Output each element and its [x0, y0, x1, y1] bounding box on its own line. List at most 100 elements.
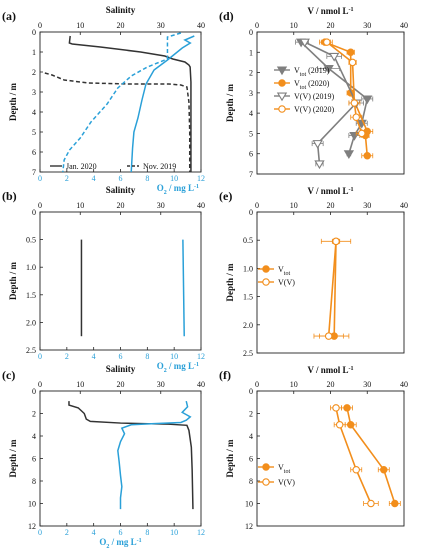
data-point-d-2-1 [329, 52, 340, 62]
series-line-e-1 [327, 241, 337, 337]
data-point-f-1-3 [367, 499, 375, 508]
bottom-tick-label-a-5: 10 [170, 174, 178, 183]
legend-swatch-marker-d-3 [278, 105, 286, 113]
legend-label-a-0: Jan. 2020 [66, 162, 97, 171]
top-tick-label-a-1: 10 [76, 21, 84, 30]
y-tick-label-b-4: 2.0 [26, 318, 36, 327]
y-tick-label-a-5: 5 [32, 128, 36, 137]
profile-line-a-1 [130, 35, 195, 173]
y-tick-label-e-3: 1.5 [243, 293, 253, 302]
top-tick-label-e-3: 30 [363, 201, 371, 210]
data-point-f-0-1 [346, 420, 355, 429]
bottom-tick-label-a-0: 0 [38, 174, 42, 183]
top-tick-label-a-4: 40 [197, 21, 205, 30]
y-tick-label-f-4: 8 [249, 477, 253, 486]
top-tick-label-d-2: 20 [327, 21, 335, 30]
y-axis-title-f: Depth / m [225, 439, 235, 478]
data-point-d-0-2 [362, 95, 373, 105]
data-point-d-0-1 [323, 65, 334, 74]
top-tick-label-b-2: 20 [117, 201, 125, 210]
y-tick-label-a-2: 2 [32, 68, 36, 77]
profile-line-a-2 [44, 72, 191, 172]
data-point-f-1-2 [352, 465, 360, 474]
top-tick-label-b-4: 40 [197, 201, 205, 210]
top-tick-label-d-0: 0 [255, 21, 259, 30]
y-tick-label-c-0: 0 [32, 387, 36, 396]
top-tick-label-f-2: 20 [327, 380, 335, 389]
bottom-tick-label-a-1: 2 [65, 174, 69, 183]
y-tick-label-b-3: 1.5 [26, 291, 36, 300]
top-axis-title-e: V / nmol L-1 [307, 186, 353, 196]
top-tick-label-d-1: 10 [290, 21, 298, 30]
y-tick-label-b-5: 2.5 [26, 346, 36, 355]
data-point-d-3-3 [352, 113, 360, 121]
y-tick-label-a-7: 7 [32, 168, 36, 177]
bottom-tick-label-b-2: 4 [92, 352, 96, 361]
y-tick-label-d-6: 6 [249, 150, 253, 159]
top-tick-label-d-4: 40 [400, 21, 408, 30]
data-point-e-1-1 [324, 332, 333, 340]
y-tick-label-f-6: 12 [245, 522, 253, 531]
y-tick-label-f-0: 0 [249, 387, 253, 396]
profile-line-b-1 [182, 239, 185, 337]
bottom-axis-title-b: O2 / mg L-1 [157, 361, 199, 374]
top-axis-title-a: Salinity [106, 5, 136, 15]
y-tick-label-a-4: 4 [32, 108, 36, 117]
legend-label-d-0: Vtot (2019) [294, 66, 330, 78]
y-tick-label-b-0: 0 [32, 208, 36, 217]
y-tick-label-e-2: 1.0 [243, 264, 253, 273]
y-axis-title-b: Depth / m [8, 261, 18, 300]
profile-line-c-1 [117, 400, 192, 510]
top-tick-label-f-4: 40 [400, 380, 408, 389]
legend-swatch-marker-d-2 [276, 92, 288, 102]
top-tick-label-a-2: 20 [117, 21, 125, 30]
y-tick-label-c-3: 6 [32, 455, 36, 464]
legend-swatch-marker-e-0 [262, 265, 270, 273]
data-point-d-2-0 [299, 38, 310, 48]
panel-label-f: (f) [219, 368, 231, 382]
top-tick-label-c-2: 20 [117, 380, 125, 389]
y-tick-label-d-7: 7 [249, 170, 253, 179]
y-tick-label-c-4: 8 [32, 477, 36, 486]
profile-line-c-0 [68, 401, 194, 510]
y-tick-label-d-1: 1 [249, 48, 253, 57]
top-axis-title-b: Salinity [106, 185, 136, 195]
y-tick-label-c-1: 2 [32, 410, 36, 419]
y-tick-label-c-6: 12 [28, 522, 36, 531]
data-point-d-3-0 [323, 38, 331, 46]
panel-label-d: (d) [219, 9, 234, 23]
legend-swatch-marker-d-0 [276, 66, 288, 76]
top-tick-label-c-0: 0 [38, 380, 42, 389]
bottom-tick-label-b-1: 2 [65, 352, 69, 361]
y-tick-label-f-5: 10 [245, 500, 253, 509]
legend-swatch-marker-e-1 [262, 278, 270, 286]
data-point-f-0-3 [391, 499, 399, 508]
bottom-tick-label-c-0: 0 [38, 528, 42, 537]
y-axis-title-d: Depth / m [225, 83, 235, 122]
y-tick-label-a-3: 3 [32, 88, 36, 97]
bottom-tick-label-a-6: 12 [197, 174, 205, 183]
y-tick-label-e-4: 2.0 [243, 321, 253, 330]
bottom-axis-title-c: O2 / mg L-1 [99, 537, 141, 550]
top-axis-title-f: V / nmol L-1 [307, 365, 353, 375]
data-point-d-1-1 [346, 48, 355, 57]
data-point-d-0-5 [343, 150, 355, 159]
legend-label-f-0: Vtot [278, 463, 290, 475]
y-tick-label-f-3: 6 [249, 455, 253, 464]
legend-label-d-3: V(V) (2020) [294, 105, 335, 114]
y-tick-label-a-6: 6 [32, 148, 36, 157]
bottom-tick-label-a-3: 6 [119, 174, 123, 183]
profile-line-a-0 [68, 35, 192, 172]
top-tick-label-a-3: 30 [157, 21, 165, 30]
data-point-d-2-4 [314, 160, 325, 170]
legend-label-d-2: V(V) (2019) [294, 92, 335, 101]
top-tick-label-c-3: 30 [157, 380, 165, 389]
bottom-tick-label-c-5: 10 [170, 528, 178, 537]
y-tick-label-d-3: 3 [249, 89, 253, 98]
bottom-tick-label-b-6: 12 [197, 352, 205, 361]
bottom-tick-label-c-1: 2 [65, 528, 69, 537]
bottom-tick-label-c-3: 6 [119, 528, 123, 537]
legend-label-f-1: V(V) [278, 478, 295, 487]
top-tick-label-c-1: 10 [76, 380, 84, 389]
y-tick-label-c-5: 10 [28, 500, 36, 509]
